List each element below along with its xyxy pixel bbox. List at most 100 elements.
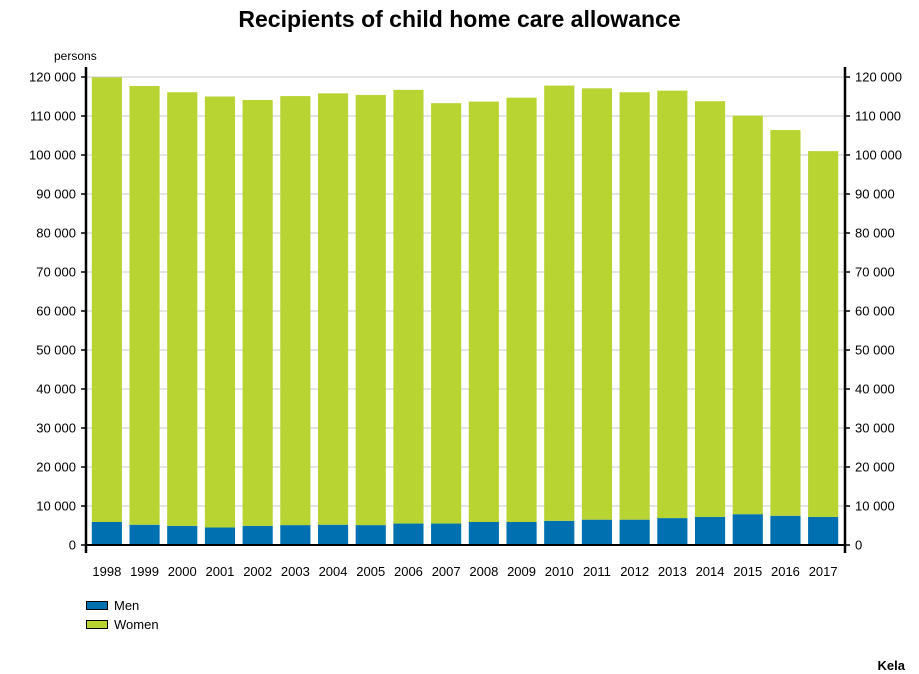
x-tick-label: 2012 bbox=[620, 564, 649, 579]
y-tick-label-right: 10 000 bbox=[855, 499, 895, 514]
x-tick-label: 2010 bbox=[545, 564, 574, 579]
x-tick-label: 2007 bbox=[432, 564, 461, 579]
bar-men-2014 bbox=[694, 516, 726, 545]
y-tick-label-right: 70 000 bbox=[855, 265, 895, 280]
x-tick-label: 2014 bbox=[696, 564, 725, 579]
bar-men-2009 bbox=[506, 521, 537, 545]
bar-women-2016 bbox=[770, 130, 801, 516]
x-tick-label: 2016 bbox=[771, 564, 800, 579]
y-tick-label-left: 80 000 bbox=[36, 226, 76, 241]
legend-label-women: Women bbox=[114, 617, 159, 632]
bar-men-2005 bbox=[355, 525, 386, 545]
x-tick-label: 2015 bbox=[733, 564, 762, 579]
bar-men-2010 bbox=[544, 520, 575, 545]
bar-men-2006 bbox=[393, 523, 424, 545]
bar-women-2013 bbox=[657, 90, 688, 519]
legend-swatch-women bbox=[86, 620, 108, 629]
x-tick-label: 1998 bbox=[92, 564, 121, 579]
y-tick-label-left: 50 000 bbox=[36, 343, 76, 358]
grid-lines bbox=[86, 76, 845, 507]
y-tick-label-right: 120 000 bbox=[855, 70, 902, 85]
bar-women-2017 bbox=[808, 151, 839, 517]
y-tick-label-left: 100 000 bbox=[29, 148, 76, 163]
y-tick-label-left: 0 bbox=[69, 538, 76, 553]
y-tick-label-right: 80 000 bbox=[855, 226, 895, 241]
bar-women-2001 bbox=[204, 96, 236, 528]
chart-title: Recipients of child home care allowance bbox=[238, 6, 681, 32]
x-tick-label: 2017 bbox=[809, 564, 838, 579]
tick-labels: 0 0 10 000 10 000 20 000 20 000 30 000 30 000 40… bbox=[29, 70, 902, 580]
x-tick-label: 2011 bbox=[583, 564, 611, 579]
y-tick-label-right: 60 000 bbox=[855, 304, 895, 319]
bar-men-2013 bbox=[657, 518, 688, 545]
bar-women-2005 bbox=[355, 94, 386, 526]
y-tick-label-right: 20 000 bbox=[855, 460, 895, 475]
x-tick-label: 2000 bbox=[168, 564, 197, 579]
y-tick-label-right: 50 000 bbox=[855, 343, 895, 358]
source-label: Kela bbox=[877, 658, 905, 673]
y-tick-label-right: 0 bbox=[855, 538, 862, 553]
x-tick-label: 2004 bbox=[319, 564, 348, 579]
bar-women-2006 bbox=[393, 89, 424, 524]
bar-women-2015 bbox=[732, 115, 763, 515]
y-tick-label-right: 100 000 bbox=[855, 148, 902, 163]
bar-men-2015 bbox=[732, 514, 763, 545]
x-tick-label: 2003 bbox=[281, 564, 310, 579]
legend-item-men: Men bbox=[86, 596, 159, 615]
x-tick-label: 2008 bbox=[469, 564, 498, 579]
bars bbox=[91, 77, 839, 545]
bar-men-2011 bbox=[581, 519, 613, 545]
bar-women-2002 bbox=[242, 100, 273, 526]
y-tick-label-left: 120 000 bbox=[29, 70, 76, 85]
y-axis-unit-label: persons bbox=[54, 49, 97, 63]
bar-men-2012 bbox=[619, 519, 650, 545]
axes bbox=[81, 67, 850, 553]
bar-men-2003 bbox=[280, 525, 311, 545]
y-tick-label-left: 40 000 bbox=[36, 382, 76, 397]
bar-men-2016 bbox=[770, 515, 801, 545]
y-tick-label-left: 20 000 bbox=[36, 460, 76, 475]
bar-men-2002 bbox=[242, 525, 273, 545]
bar-men-2007 bbox=[431, 523, 462, 545]
bar-women-2000 bbox=[167, 92, 198, 526]
y-tick-label-right: 110 000 bbox=[855, 109, 901, 124]
x-tick-label: 2013 bbox=[658, 564, 687, 579]
bar-women-2003 bbox=[280, 96, 311, 526]
x-tick-label: 2009 bbox=[507, 564, 536, 579]
bar-women-2012 bbox=[619, 92, 650, 520]
bar-men-2001 bbox=[204, 527, 236, 545]
x-tick-label: 2006 bbox=[394, 564, 423, 579]
bar-men-2008 bbox=[468, 521, 499, 545]
y-tick-label-left: 90 000 bbox=[36, 187, 76, 202]
y-tick-label-left: 30 000 bbox=[36, 421, 76, 436]
y-tick-label-right: 40 000 bbox=[855, 382, 895, 397]
y-tick-label-left: 70 000 bbox=[36, 265, 76, 280]
bar-women-2007 bbox=[431, 103, 462, 524]
bar-men-1998 bbox=[91, 521, 122, 545]
bar-men-2017 bbox=[808, 516, 839, 545]
legend-label-men: Men bbox=[114, 598, 140, 613]
bar-women-2004 bbox=[317, 93, 349, 525]
legend-item-women: Women bbox=[86, 615, 159, 634]
bar-women-2010 bbox=[544, 85, 575, 521]
bar-women-1999 bbox=[129, 85, 160, 525]
y-tick-label-left: 110 000 bbox=[30, 109, 76, 124]
bar-women-2014 bbox=[694, 101, 726, 517]
y-tick-label-right: 90 000 bbox=[855, 187, 895, 202]
bar-women-2009 bbox=[506, 97, 537, 522]
x-tick-label: 1999 bbox=[130, 564, 159, 579]
bar-men-2000 bbox=[167, 525, 198, 545]
bar-women-2008 bbox=[468, 101, 499, 522]
bar-women-2011 bbox=[581, 88, 613, 520]
legend: Men Women bbox=[86, 596, 159, 634]
bar-men-1999 bbox=[129, 524, 160, 545]
y-tick-label-right: 30 000 bbox=[855, 421, 895, 436]
x-tick-label: 2002 bbox=[243, 564, 272, 579]
bar-men-2004 bbox=[317, 524, 349, 545]
y-tick-label-left: 60 000 bbox=[36, 304, 76, 319]
y-tick-label-left: 10 000 bbox=[36, 499, 76, 514]
x-tick-label: 2001 bbox=[205, 564, 234, 579]
bar-women-1998 bbox=[91, 77, 122, 522]
x-tick-label: 2005 bbox=[356, 564, 385, 579]
